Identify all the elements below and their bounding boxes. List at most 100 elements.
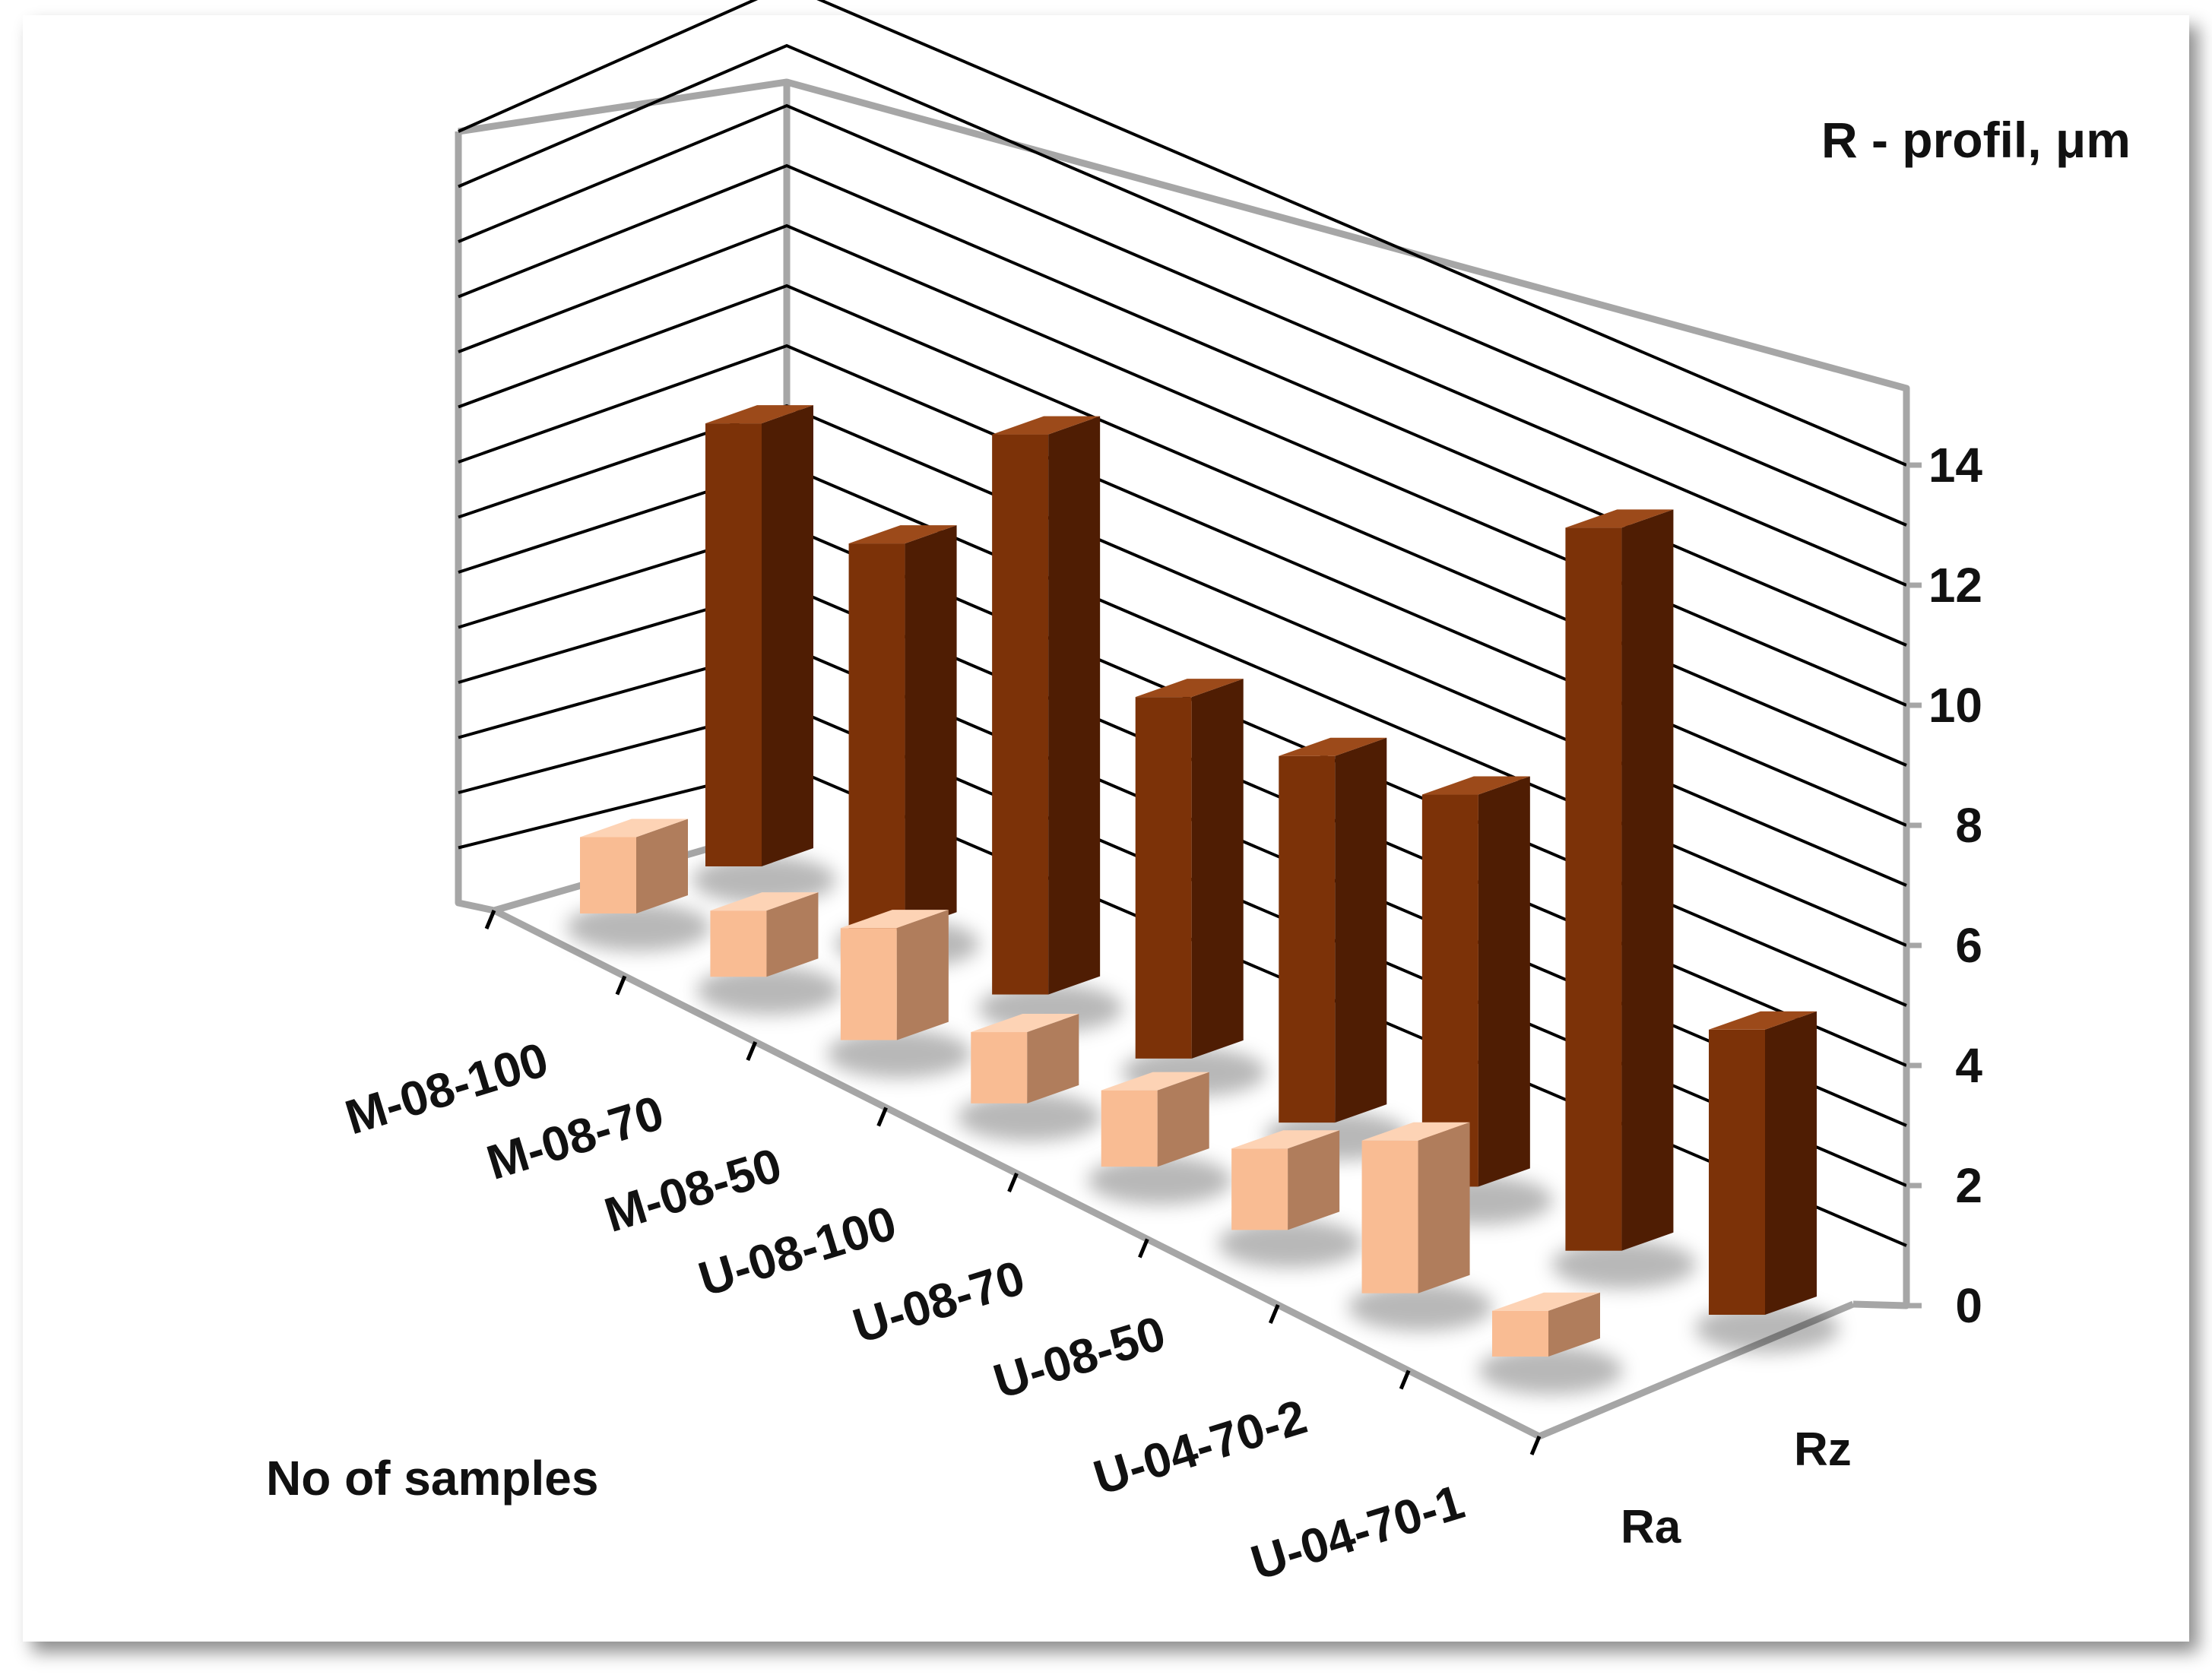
y-tick-label: 10 — [1928, 678, 1982, 733]
bar-ra — [1361, 1122, 1470, 1293]
gridline — [458, 223, 1907, 707]
x-tick-label: U-04-70-1 — [1245, 1474, 1471, 1591]
bar-rz-front — [1709, 1029, 1765, 1315]
bar-rz-front — [1421, 794, 1478, 1187]
bar-ra-side — [896, 910, 949, 1040]
bar-rz-top — [992, 416, 1101, 435]
bar-ra-front — [710, 910, 767, 977]
bar-rz-side — [1335, 737, 1387, 1123]
x-tick-label: U-04-70-2 — [1088, 1389, 1314, 1506]
bar-rz — [1565, 509, 1674, 1251]
bar-rz-shadow — [692, 856, 836, 904]
bar-rz — [705, 405, 813, 866]
gridline — [458, 344, 1907, 827]
bar-ra — [840, 910, 949, 1040]
bar-rz-front — [705, 423, 762, 866]
bar-ra-shadow — [957, 1092, 1102, 1141]
bar-ra-top — [710, 892, 819, 911]
bar-rz-top — [705, 405, 813, 424]
x-tick-mark — [615, 975, 627, 996]
bar-ra-side — [1027, 1014, 1079, 1103]
gridline — [458, 0, 1907, 467]
x-tick-mark — [876, 1107, 888, 1127]
back-wall-outline — [785, 78, 1910, 1309]
x-tick-mark — [746, 1041, 758, 1061]
bar-rz-side — [1191, 679, 1244, 1059]
y-axis-title: R - profil, μm — [1821, 112, 2131, 168]
bar-ra-front — [580, 837, 636, 913]
bar-rz-front — [1565, 527, 1622, 1251]
bar-rz — [848, 525, 957, 931]
bar-rz-side — [1621, 509, 1674, 1251]
bar-ra-shadow — [1478, 1346, 1623, 1395]
bar-ra-shadow — [1087, 1156, 1232, 1205]
bar-rz-front — [1279, 755, 1336, 1123]
gridline — [458, 163, 1907, 647]
x-tick-label: U-08-50 — [987, 1306, 1171, 1409]
bar-rz-top — [1279, 737, 1387, 756]
bar-ra — [710, 892, 819, 977]
bar-rz-top — [848, 525, 957, 544]
x-tick-mark — [1268, 1304, 1280, 1324]
bar-rz-front — [992, 434, 1049, 995]
y-tick-label: 8 — [1955, 798, 1982, 853]
gridline — [458, 103, 1907, 587]
bar-rz — [1421, 776, 1530, 1187]
bar-ra-shadow — [1348, 1282, 1493, 1331]
x-tick-label: U-08-100 — [692, 1195, 902, 1307]
bar-ra-top — [840, 910, 949, 929]
bar-ra-top — [1101, 1072, 1209, 1091]
gridline — [458, 283, 1907, 767]
y-tick-label: 12 — [1928, 558, 1982, 613]
bar-ra-side — [1157, 1072, 1209, 1167]
bar-ra — [1231, 1130, 1340, 1230]
bar-ra-top — [580, 819, 688, 838]
bar-ra-side — [636, 819, 688, 913]
gridline — [458, 43, 1907, 527]
bar-rz-side — [762, 405, 813, 866]
bar-ra — [971, 1014, 1079, 1103]
bar-rz-front — [848, 543, 905, 931]
bar-ra — [1492, 1292, 1600, 1357]
bar-rz-side — [905, 525, 957, 931]
bar-rz — [1135, 679, 1244, 1059]
bar-rz-side — [1048, 416, 1101, 995]
bar-rz — [1279, 737, 1387, 1123]
x-tick-mark — [1138, 1238, 1149, 1259]
bar-ra-top — [1361, 1122, 1470, 1141]
y-tick-label: 0 — [1955, 1278, 1982, 1333]
x-tick-mark — [1007, 1173, 1019, 1192]
y-tick-label: 6 — [1955, 918, 1982, 973]
bar-ra — [580, 819, 688, 913]
bar-ra-shadow — [1218, 1219, 1363, 1268]
series-label-ra: Ra — [1621, 1501, 1681, 1553]
series-label-rz: Rz — [1794, 1423, 1852, 1476]
x-tick-label: U-08-70 — [847, 1250, 1031, 1354]
bar-rz-front — [1135, 697, 1192, 1059]
y-tick-label: 14 — [1928, 438, 1983, 492]
bar-ra-front — [1101, 1090, 1158, 1167]
bar-ra — [1101, 1072, 1209, 1167]
bar-rz-shadow — [1551, 1240, 1697, 1289]
bar-rz — [1709, 1011, 1817, 1315]
bar-ra-side — [1288, 1130, 1340, 1230]
bar-rz — [992, 416, 1101, 995]
bar-rz-top — [1565, 509, 1674, 528]
x-tick-mark — [484, 910, 496, 929]
bar-rz-top — [1709, 1011, 1817, 1030]
bar-ra-shadow — [566, 903, 711, 951]
bar-rz-top — [1135, 679, 1244, 698]
chart-frame — [23, 15, 2189, 1642]
bar-ra-front — [1231, 1148, 1288, 1230]
bar-rz-top — [1421, 776, 1530, 795]
bar-ra-shadow — [696, 966, 841, 1015]
bar-ra-front — [971, 1032, 1028, 1103]
bar-rz-side — [1478, 776, 1530, 1187]
bar-ra-top — [1231, 1130, 1340, 1149]
bar-rz-side — [1765, 1011, 1817, 1315]
x-tick-label: M-08-70 — [480, 1085, 670, 1191]
bar-rz-shadow — [1695, 1304, 1840, 1353]
x-axis-title: No of samples — [266, 1451, 598, 1506]
x-tick-mark — [1529, 1436, 1542, 1455]
